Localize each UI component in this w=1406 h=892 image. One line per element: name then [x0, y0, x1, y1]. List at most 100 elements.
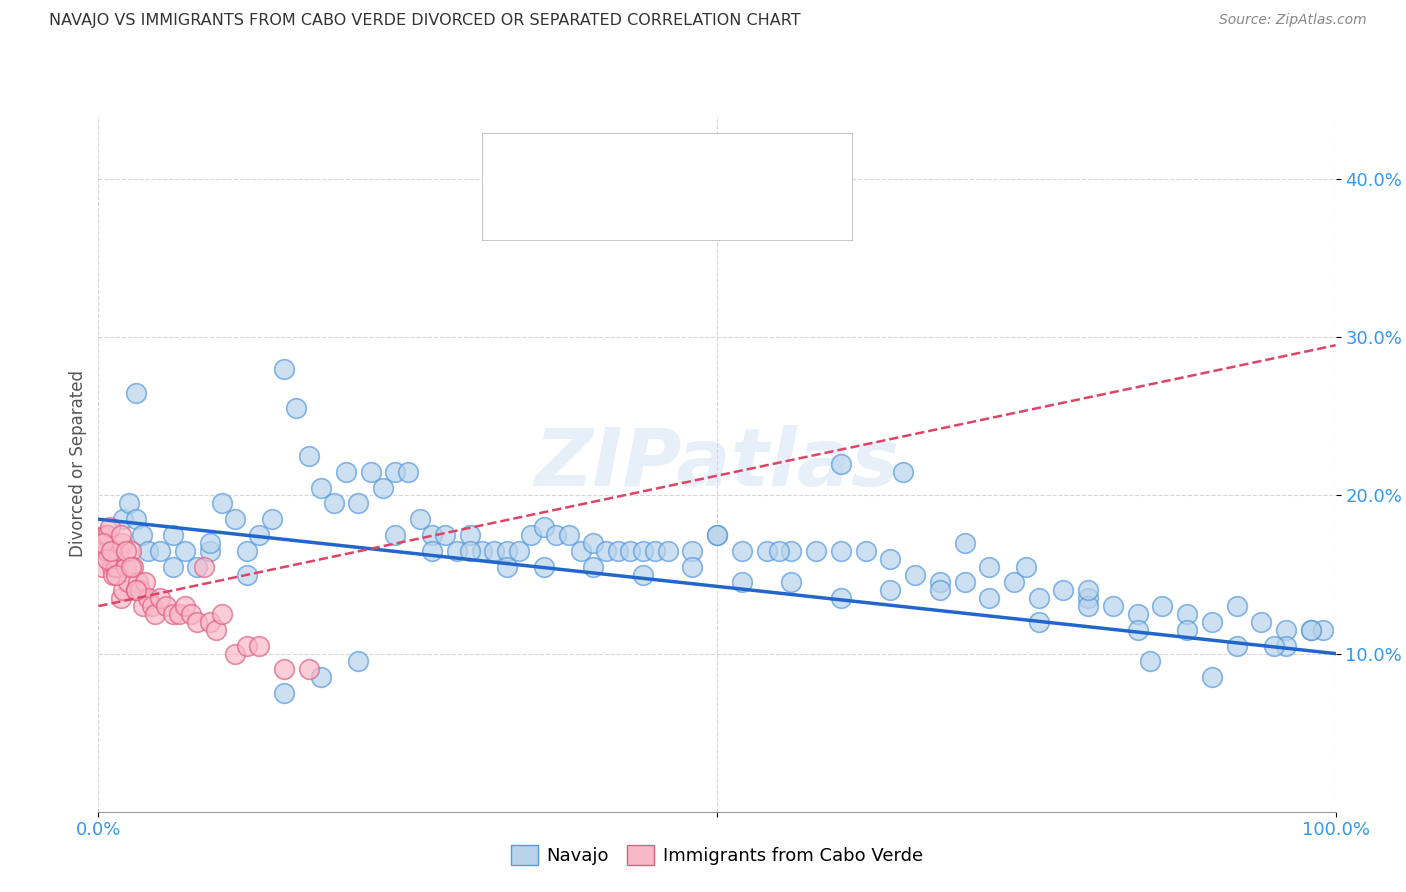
Point [830, 457, 852, 471]
Point [141, 599, 163, 614]
Point [1175, 607, 1198, 621]
Point [804, 543, 827, 558]
Point [595, 543, 617, 558]
Point [371, 481, 394, 495]
Point [198, 543, 221, 558]
Point [211, 496, 233, 510]
Point [122, 559, 145, 574]
Point [422, 543, 444, 558]
Text: NAVAJO VS IMMIGRANTS FROM CABO VERDE DIVORCED OR SEPARATED CORRELATION CHART: NAVAJO VS IMMIGRANTS FROM CABO VERDE DIV… [49, 13, 801, 29]
Point [384, 465, 406, 479]
Point [347, 496, 370, 510]
Text: 112: 112 [768, 153, 806, 170]
Point [1077, 583, 1099, 598]
Point [131, 528, 153, 542]
Point [114, 559, 136, 574]
Point [309, 670, 332, 684]
Point [101, 559, 124, 574]
Point [508, 543, 530, 558]
Point [471, 543, 494, 558]
Point [569, 543, 592, 558]
Point [1077, 591, 1099, 606]
Text: R =: R = [564, 153, 603, 170]
Point [1226, 599, 1249, 614]
Point [273, 686, 295, 700]
Point [124, 512, 146, 526]
Point [546, 528, 568, 542]
Point [124, 583, 146, 598]
Point [97, 528, 120, 542]
Point [879, 551, 901, 566]
Point [112, 512, 135, 526]
Point [1139, 655, 1161, 669]
Text: R =: R = [564, 202, 603, 220]
Point [104, 567, 127, 582]
Point [108, 543, 131, 558]
Point [557, 528, 579, 542]
Point [247, 528, 270, 542]
Point [167, 607, 190, 621]
Point [879, 583, 901, 598]
Point [446, 543, 468, 558]
Point [953, 536, 976, 550]
Point [433, 528, 456, 542]
Point [120, 559, 142, 574]
Point [768, 543, 790, 558]
Point [149, 591, 172, 606]
Point [100, 543, 122, 558]
Point [979, 591, 1001, 606]
Point [706, 528, 728, 542]
Point [1263, 639, 1285, 653]
Point [855, 543, 877, 558]
Point [1028, 591, 1050, 606]
Point [1126, 607, 1149, 621]
Point [224, 512, 246, 526]
Point [681, 559, 703, 574]
Point [780, 543, 803, 558]
Text: -0.482: -0.482 [623, 153, 688, 170]
Point [607, 543, 630, 558]
Point [1102, 599, 1125, 614]
Point [495, 559, 517, 574]
Point [644, 543, 666, 558]
Point [174, 599, 197, 614]
Point [1175, 623, 1198, 637]
Point [1201, 615, 1223, 629]
Point [1002, 575, 1025, 590]
Point [236, 567, 259, 582]
Point [731, 575, 754, 590]
Point [1275, 623, 1298, 637]
Point [631, 567, 654, 582]
Point [98, 520, 121, 534]
Point [132, 599, 155, 614]
Point [396, 465, 419, 479]
Point [1275, 639, 1298, 653]
Point [298, 449, 321, 463]
FancyBboxPatch shape [496, 142, 546, 181]
Point [322, 496, 344, 510]
Point [891, 465, 914, 479]
Point [104, 559, 127, 574]
Point [520, 528, 543, 542]
Point [928, 583, 950, 598]
Point [533, 559, 555, 574]
Point [124, 583, 146, 598]
Point [149, 543, 172, 558]
Point [211, 607, 233, 621]
Point [93, 528, 115, 542]
Point [1201, 670, 1223, 684]
Point [114, 543, 136, 558]
Point [1015, 559, 1038, 574]
Text: ZIPatlas: ZIPatlas [534, 425, 900, 503]
Point [110, 528, 132, 542]
Point [112, 583, 135, 598]
Point [136, 543, 159, 558]
Point [186, 615, 208, 629]
Point [117, 575, 139, 590]
Point [458, 543, 481, 558]
Point [409, 512, 432, 526]
Point [979, 559, 1001, 574]
Point [118, 496, 141, 510]
Point [1077, 599, 1099, 614]
Text: Source: ZipAtlas.com: Source: ZipAtlas.com [1219, 13, 1367, 28]
